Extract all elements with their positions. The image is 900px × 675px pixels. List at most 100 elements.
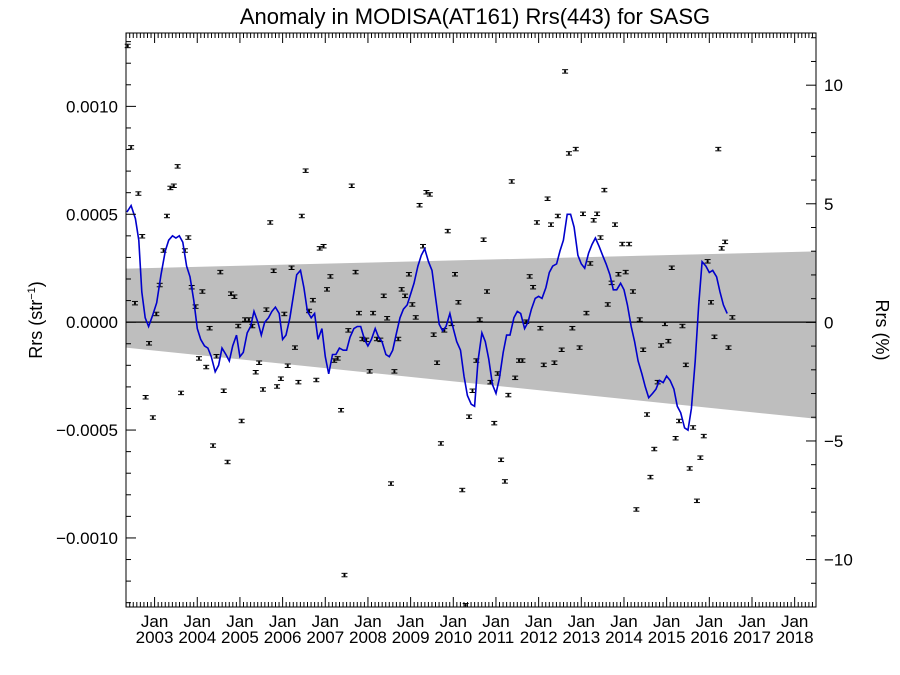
point-marker (386, 317, 389, 320)
point-marker (692, 426, 695, 429)
data-point (580, 211, 587, 217)
point-marker (304, 169, 307, 172)
point-marker (205, 366, 208, 369)
data-point (316, 246, 323, 251)
data-point (722, 239, 729, 245)
data-point (281, 311, 288, 317)
plot-area (124, 32, 817, 608)
data-point (583, 310, 590, 316)
data-point (651, 446, 658, 452)
point-marker (649, 476, 652, 479)
data-point (725, 345, 732, 350)
point-marker (372, 312, 375, 315)
point-marker (393, 370, 396, 373)
y-axis-left-label: Rrs (str−1) (26, 281, 46, 359)
point-marker (411, 303, 414, 306)
point-marker (421, 245, 424, 248)
point-marker (560, 348, 563, 351)
data-point (291, 345, 298, 350)
data-point (711, 334, 718, 340)
data-point (544, 196, 551, 201)
data-point (665, 338, 672, 344)
data-point (391, 369, 398, 374)
data-point (697, 455, 704, 460)
data-point (626, 241, 633, 247)
point-marker (361, 337, 364, 340)
point-marker (518, 359, 521, 362)
data-point (476, 317, 483, 322)
data-point (352, 269, 359, 275)
x-tick-month: Jan (781, 612, 808, 631)
data-point (402, 293, 409, 299)
point-marker (621, 243, 624, 246)
data-point (263, 307, 270, 312)
data-point (679, 323, 686, 329)
point-marker (165, 214, 168, 217)
point-marker (603, 189, 606, 192)
point-marker (137, 192, 140, 195)
data-point (238, 418, 245, 424)
data-point (540, 362, 547, 368)
point-marker (464, 604, 467, 607)
point-marker (482, 238, 485, 241)
point-marker (585, 312, 588, 315)
data-point (508, 179, 515, 184)
x-tick-year: 2003 (136, 628, 174, 647)
point-marker (350, 184, 353, 187)
data-point (619, 241, 626, 247)
point-marker (478, 318, 481, 321)
data-point (444, 228, 451, 234)
data-point (530, 284, 537, 290)
data-point (548, 222, 555, 227)
point-marker (269, 221, 272, 224)
data-point (345, 328, 352, 333)
point-marker (546, 197, 549, 200)
data-point (615, 272, 622, 277)
data-point (554, 213, 561, 219)
point-marker (653, 448, 656, 451)
data-point (288, 265, 295, 271)
point-marker (528, 275, 531, 278)
point-marker (172, 184, 175, 187)
point-marker (311, 299, 314, 302)
data-point (498, 457, 505, 463)
data-point (512, 375, 519, 381)
data-point (284, 363, 291, 368)
point-marker (279, 377, 282, 380)
y-axis-left-label-superscript: −1 (26, 287, 38, 300)
point-marker (461, 489, 464, 492)
data-point (700, 433, 707, 439)
data-point (185, 235, 192, 240)
point-marker (219, 271, 222, 274)
point-marker (347, 329, 350, 332)
x-tick-year: 2011 (478, 628, 515, 647)
point-marker (322, 245, 325, 248)
point-marker (720, 247, 723, 250)
x-tick-month: Jan (184, 612, 211, 631)
point-marker (215, 355, 218, 358)
point-marker (468, 415, 471, 418)
point-marker (382, 294, 385, 297)
x-tick-month: Jan (397, 612, 424, 631)
data-point (676, 418, 683, 424)
point-marker (155, 312, 158, 315)
point-marker (340, 409, 343, 412)
data-point (551, 360, 558, 365)
data-point (658, 343, 665, 348)
data-point (259, 387, 266, 392)
point-marker (130, 146, 133, 149)
point-marker (425, 191, 428, 194)
data-point (729, 315, 736, 320)
data-point (469, 388, 476, 394)
point-marker (428, 193, 431, 196)
point-marker (695, 499, 698, 502)
point-marker (368, 370, 371, 373)
point-marker (258, 361, 261, 364)
data-point (693, 498, 700, 504)
y-tick-label: 0.0000 (66, 313, 118, 332)
point-marker (286, 364, 289, 367)
x-tick-month: Jan (482, 612, 509, 631)
point-marker (237, 325, 240, 328)
data-point (708, 300, 715, 305)
point-marker (635, 508, 638, 511)
